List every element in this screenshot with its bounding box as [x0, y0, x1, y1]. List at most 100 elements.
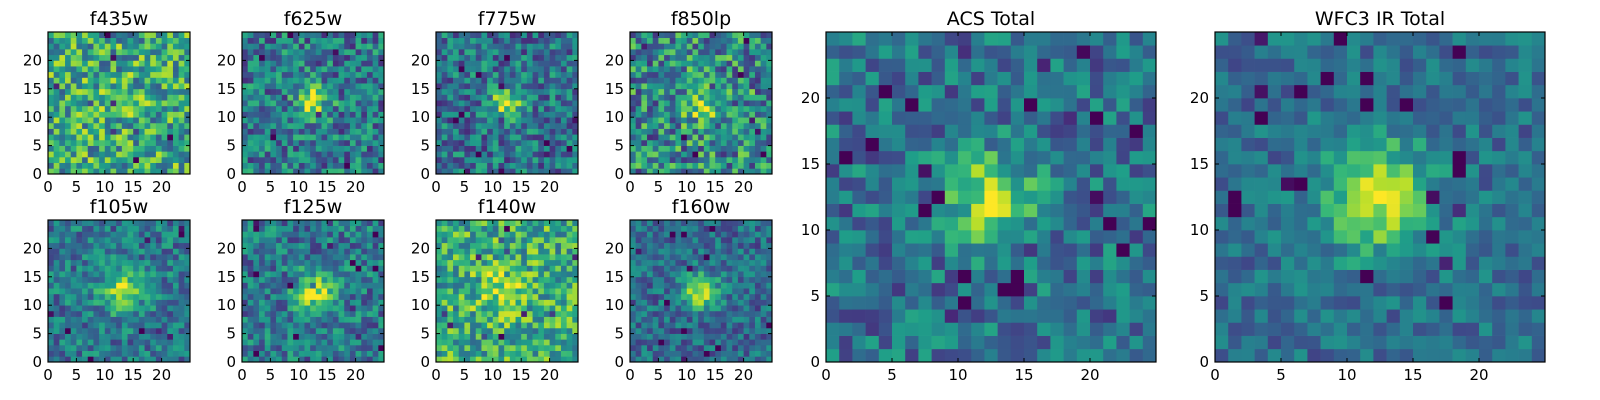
pixel	[509, 288, 516, 295]
pixel	[760, 356, 767, 363]
pixel	[167, 145, 174, 152]
pixel	[59, 168, 66, 175]
pixel	[647, 128, 654, 135]
pixel	[549, 94, 556, 101]
pixel	[515, 339, 522, 346]
pixel	[732, 111, 739, 118]
pixel	[458, 225, 465, 232]
pixel	[304, 54, 311, 61]
pixel	[658, 316, 665, 323]
pixel	[127, 305, 134, 312]
pixel	[475, 139, 482, 146]
pixel	[155, 111, 162, 118]
pixel	[515, 100, 522, 107]
pixel	[709, 156, 716, 163]
pixel	[155, 145, 162, 152]
pixel	[150, 71, 157, 78]
pixel	[441, 37, 448, 44]
pixel	[549, 88, 556, 95]
pixel	[110, 248, 117, 255]
pixel	[87, 282, 94, 289]
pixel	[378, 134, 385, 141]
pixel	[647, 49, 654, 56]
pixel	[436, 54, 443, 61]
pixel	[560, 220, 567, 227]
pixel	[515, 237, 522, 244]
pixel	[692, 299, 699, 306]
pixel	[338, 134, 345, 141]
pixel	[338, 237, 345, 244]
pixel	[59, 288, 66, 295]
pixel	[93, 100, 100, 107]
pixel	[76, 316, 83, 323]
pixel	[242, 231, 249, 238]
pixel	[366, 293, 373, 300]
x-tick-label: 15	[318, 366, 337, 384]
pixel	[378, 168, 385, 175]
pixel	[138, 220, 145, 227]
pixel	[93, 117, 100, 124]
pixel	[355, 220, 362, 227]
pixel	[144, 282, 151, 289]
pixel	[48, 248, 55, 255]
pixel	[504, 276, 511, 283]
pixel	[766, 339, 773, 346]
pixel	[150, 54, 157, 61]
pixel	[692, 139, 699, 146]
pixel	[681, 117, 688, 124]
pixel	[715, 339, 722, 346]
pixel	[743, 151, 750, 158]
pixel	[304, 333, 311, 340]
pixel	[321, 350, 328, 357]
pixel	[127, 49, 134, 56]
pixel	[172, 134, 179, 141]
pixel	[247, 49, 254, 56]
pixel	[65, 54, 72, 61]
pixel	[167, 265, 174, 272]
pixel	[304, 168, 311, 175]
pixel	[658, 122, 665, 129]
pixel	[498, 134, 505, 141]
pixel	[436, 100, 443, 107]
pixel	[715, 288, 722, 295]
pixel	[560, 88, 567, 95]
pixel	[355, 242, 362, 249]
pixel	[172, 282, 179, 289]
pixel	[538, 156, 545, 163]
pixel	[543, 237, 550, 244]
pixel	[709, 327, 716, 334]
pixel	[65, 111, 72, 118]
pixel	[327, 117, 334, 124]
pixel	[53, 322, 60, 329]
pixel	[287, 282, 294, 289]
pixel	[172, 271, 179, 278]
pixel	[287, 254, 294, 261]
pixel	[436, 271, 443, 278]
pixel	[116, 344, 123, 351]
pixel	[53, 265, 60, 272]
pixel	[641, 339, 648, 346]
pixel	[378, 225, 385, 232]
pixel	[321, 231, 328, 238]
pixel	[127, 83, 134, 90]
pixel	[766, 344, 773, 351]
pixel	[287, 37, 294, 44]
pixel	[327, 265, 334, 272]
pixel	[48, 139, 55, 146]
pixel	[321, 333, 328, 340]
pixel	[138, 265, 145, 272]
pixel	[481, 128, 488, 135]
pixel	[715, 94, 722, 101]
pixel	[65, 122, 72, 129]
pixel	[161, 265, 168, 272]
pixel	[378, 139, 385, 146]
pixel	[133, 237, 140, 244]
pixel	[93, 60, 100, 67]
pixel	[532, 94, 539, 101]
pixel	[441, 254, 448, 261]
pixel	[675, 333, 682, 340]
pixel	[264, 117, 271, 124]
pixel	[749, 316, 756, 323]
pixel	[754, 350, 761, 357]
pixel	[378, 156, 385, 163]
